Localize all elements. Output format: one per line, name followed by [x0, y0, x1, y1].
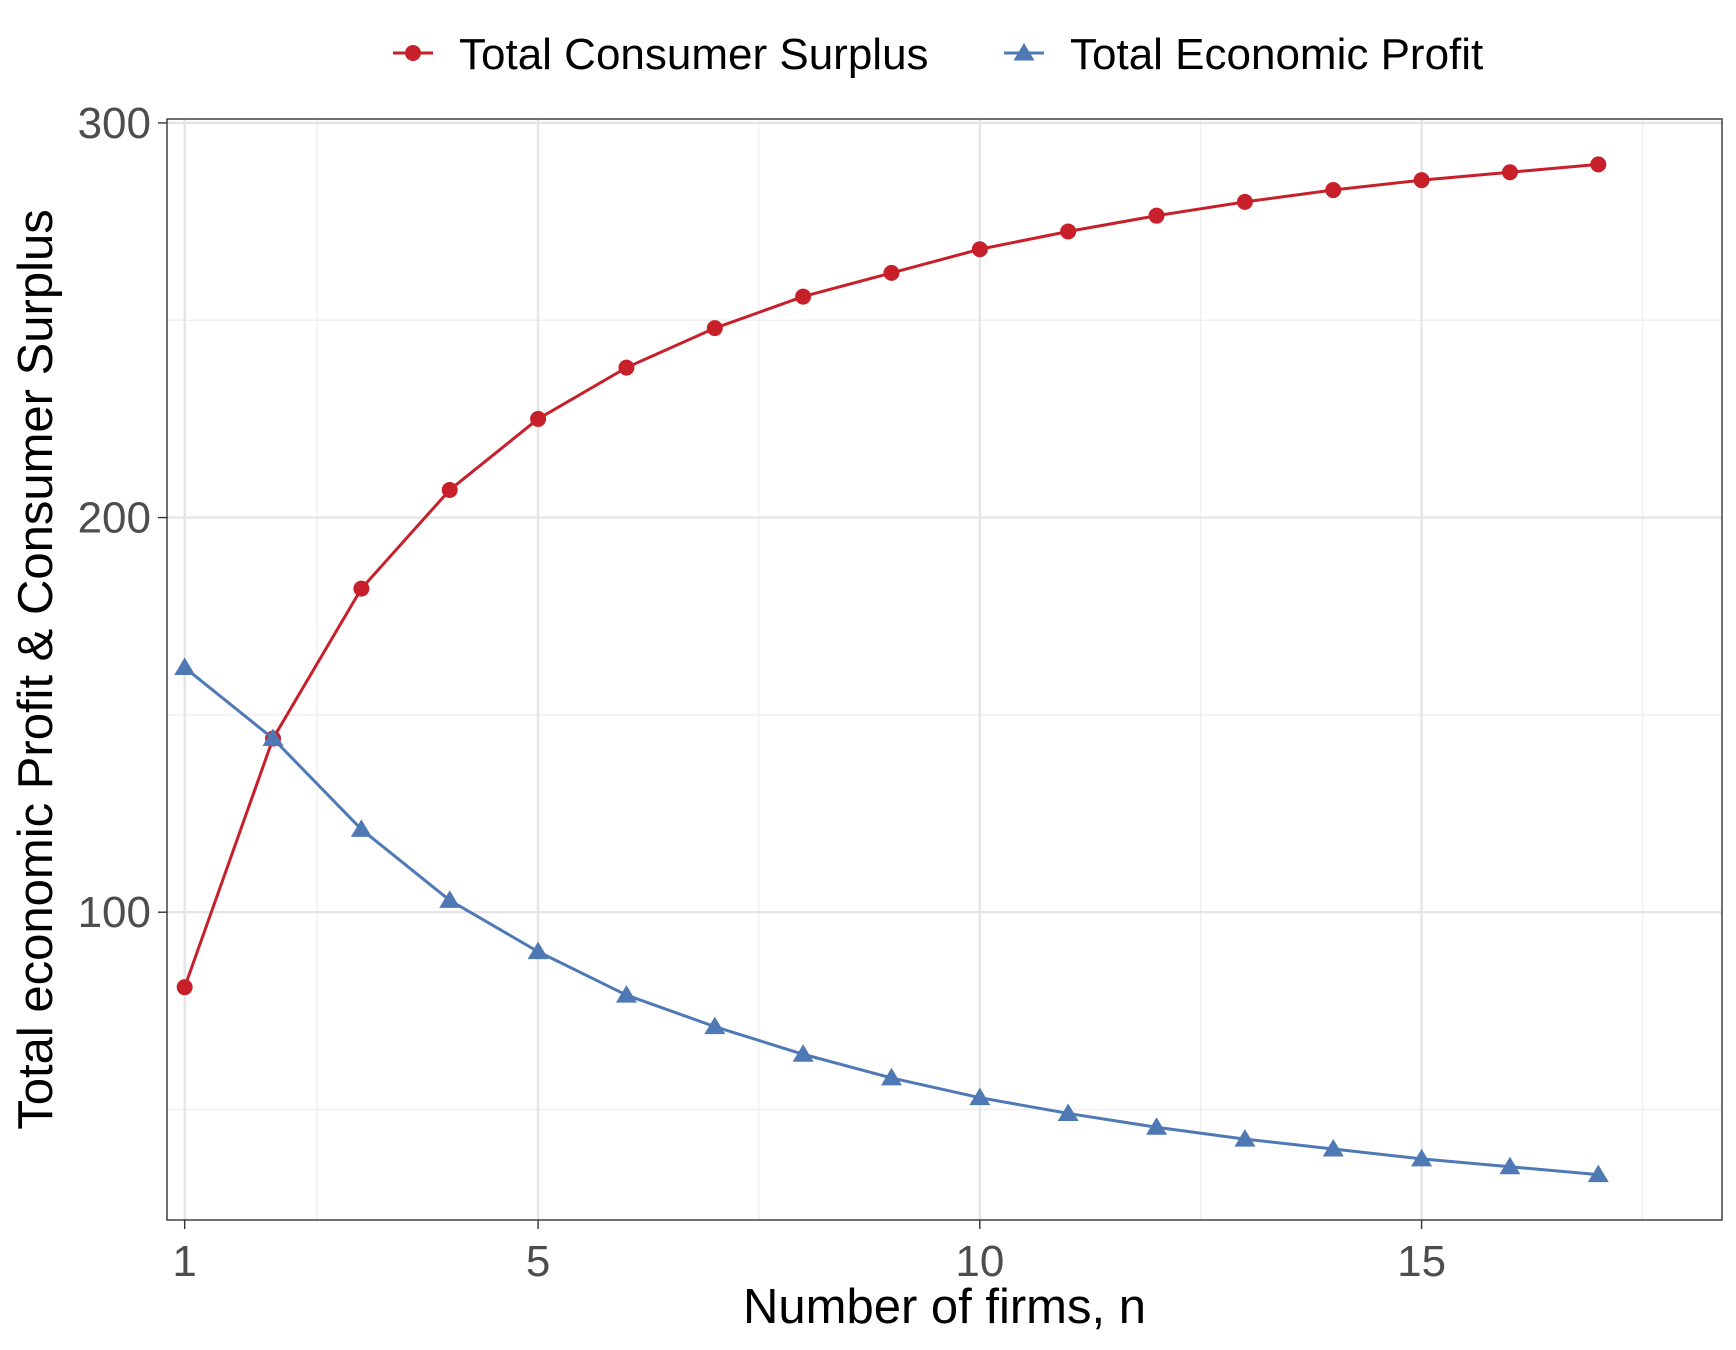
x-tick-label: 15 [1397, 1237, 1446, 1286]
y-axis-title: Total economic Profit & Consumer Surplus [9, 209, 63, 1130]
economic-profit-point [1499, 1156, 1521, 1175]
x-axis-title: Number of firms, n [743, 1280, 1146, 1334]
economic-profit-point [439, 890, 461, 908]
economic-profit-point [615, 985, 637, 1003]
legend-key-circle-marker [405, 45, 421, 61]
plot-panel-border [166, 118, 1723, 1221]
consumer-surplus-point [441, 481, 458, 498]
y-tick-label: 100 [78, 888, 151, 937]
economic-profit-point [1411, 1148, 1433, 1167]
legend-label-consumer-surplus: Total Consumer Surplus [459, 30, 929, 79]
economic-profit-point [350, 819, 372, 837]
economic-profit-point [1146, 1117, 1168, 1135]
series-layer [174, 156, 1609, 1183]
economic-profit-point [527, 941, 549, 960]
consumer-surplus-point [618, 359, 635, 376]
consumer-surplus-point [1413, 172, 1430, 189]
economic-profit-point [262, 728, 284, 747]
y-tick-label: 300 [78, 99, 151, 148]
y-tick-label: 200 [78, 494, 151, 543]
consumer-surplus-point [353, 580, 370, 597]
consumer-surplus-point [1060, 223, 1077, 240]
x-tick-label: 10 [955, 1237, 1004, 1286]
legend-key-triangle-marker [1013, 43, 1035, 61]
economic-profit-point [1587, 1164, 1609, 1183]
economic-profit-point [1234, 1129, 1256, 1147]
minor-gridlines [167, 119, 1722, 1220]
x-tick-label: 5 [526, 1237, 550, 1286]
consumer-surplus-point [1236, 193, 1253, 210]
major-gridlines [167, 119, 1722, 1220]
legend: Total Consumer Surplus Total Economic Pr… [393, 30, 1483, 79]
consumer-surplus-point [1501, 164, 1518, 181]
consumer-surplus-point [1590, 156, 1607, 173]
consumer-surplus-point [706, 320, 723, 337]
economic-profit-point [704, 1016, 726, 1035]
consumer-surplus-point [176, 979, 193, 996]
economic-profit-point [174, 657, 196, 676]
consumer-surplus-point [795, 288, 812, 305]
consumer-surplus-point [1148, 207, 1165, 224]
economic-profit-point [1057, 1103, 1079, 1121]
consumer-surplus-point [971, 241, 988, 258]
economic-profit-point [1322, 1138, 1344, 1157]
consumer-surplus-point [530, 410, 547, 427]
x-tick-label: 1 [172, 1237, 196, 1286]
legend-item-economic-profit: Total Economic Profit [1004, 30, 1483, 79]
consumer-surplus-point [883, 264, 900, 281]
economic-profit-point [792, 1044, 814, 1062]
legend-label-economic-profit: Total Economic Profit [1070, 30, 1483, 79]
legend-item-consumer-surplus: Total Consumer Surplus [393, 30, 929, 79]
axis-ticks [158, 122, 1423, 1229]
consumer-surplus-point [1325, 182, 1342, 199]
economic-profit-point [880, 1067, 902, 1086]
economic-profit-point [969, 1087, 991, 1106]
